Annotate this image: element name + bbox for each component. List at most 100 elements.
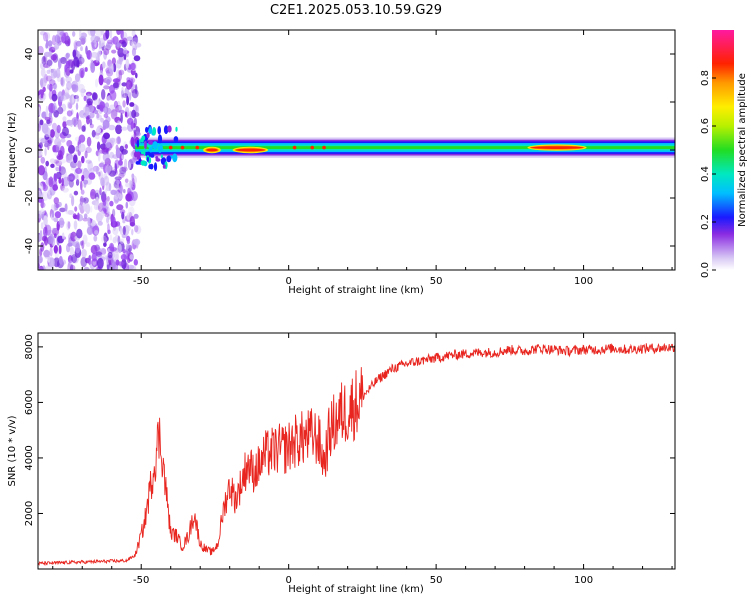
noise-blob xyxy=(47,190,51,195)
noise-blob xyxy=(74,206,78,212)
noise-blob xyxy=(48,257,55,268)
noise-blob xyxy=(47,255,51,263)
noise-blob xyxy=(88,172,96,180)
noise-blob xyxy=(48,67,52,73)
noise-blob xyxy=(100,30,104,36)
noise-blob xyxy=(103,85,110,90)
noise-blob xyxy=(71,60,76,71)
noise-blob xyxy=(86,50,92,60)
noise-blob xyxy=(123,47,128,55)
noise-blob xyxy=(44,32,51,41)
noise-blob xyxy=(84,67,88,72)
noise-blob xyxy=(81,174,85,182)
noise-blob xyxy=(102,119,110,129)
noise-blob xyxy=(54,42,60,50)
figure-title: C2E1.2025.053.10.59.G29 xyxy=(270,3,442,18)
noise-blob xyxy=(91,252,97,262)
noise-blob xyxy=(124,111,128,118)
noise-blob xyxy=(118,159,123,166)
noise-blob xyxy=(49,129,55,138)
peak-dot xyxy=(180,145,185,150)
noise-blob xyxy=(134,225,139,233)
peak-core xyxy=(530,146,584,150)
noise-blob xyxy=(43,51,51,58)
ridge-speckle xyxy=(152,141,158,150)
noise-blob xyxy=(39,209,46,215)
x-tick-label: -50 xyxy=(133,575,149,586)
noise-blob xyxy=(38,146,42,156)
noise-blob xyxy=(81,155,85,164)
noise-blob xyxy=(50,104,54,115)
noise-blob xyxy=(67,262,71,270)
noise-blob xyxy=(132,37,139,44)
noise-blob xyxy=(123,189,126,194)
noise-blob xyxy=(82,217,89,222)
noise-blob xyxy=(41,56,47,65)
noise-blob xyxy=(130,121,134,130)
noise-blob xyxy=(102,152,110,163)
noise-blob xyxy=(112,78,120,83)
noise-blob xyxy=(79,67,85,79)
noise-blob xyxy=(95,128,102,134)
noise-blob xyxy=(64,40,70,45)
snr-plot-area xyxy=(38,342,675,567)
noise-blob xyxy=(115,250,119,259)
noise-blob xyxy=(55,160,63,167)
ridge-speckle xyxy=(148,164,153,170)
noise-blob xyxy=(51,122,58,130)
noise-blob xyxy=(121,82,127,87)
y-tick-label: 0 xyxy=(24,147,35,153)
noise-blob xyxy=(121,90,124,96)
noise-blob xyxy=(45,160,49,167)
noise-blob xyxy=(105,181,111,192)
noise-blob xyxy=(119,169,127,177)
noise-blob xyxy=(97,151,101,162)
noise-blob xyxy=(38,94,45,103)
noise-blob xyxy=(133,131,137,140)
spectrogram-ticks: -50 0 50 100 -40 -20 0 20 40 xyxy=(24,30,675,287)
noise-blob xyxy=(72,49,77,58)
noise-blob xyxy=(58,165,62,172)
noise-blob xyxy=(80,180,83,191)
noise-blob xyxy=(64,203,68,212)
noise-blob xyxy=(122,93,129,99)
noise-blob xyxy=(120,238,125,244)
noise-blob xyxy=(101,235,108,244)
noise-blob xyxy=(81,125,86,132)
noise-blob xyxy=(113,80,120,90)
noise-blob xyxy=(68,144,75,154)
noise-blob xyxy=(41,191,49,201)
snr-ticks: -50 0 50 100 2000 4000 6000 8000 xyxy=(24,333,675,586)
noise-blob xyxy=(95,30,103,38)
noise-blob xyxy=(58,217,65,229)
noise-blob xyxy=(38,197,45,203)
noise-blob xyxy=(107,223,110,234)
noise-region xyxy=(38,30,142,270)
noise-blob xyxy=(109,30,113,39)
noise-blob xyxy=(112,82,120,89)
noise-blob xyxy=(72,213,77,220)
noise-blob xyxy=(68,59,75,67)
noise-blob xyxy=(38,255,43,264)
noise-blob xyxy=(103,132,110,140)
noise-blob xyxy=(125,225,131,232)
noise-blob xyxy=(135,225,142,235)
noise-blob xyxy=(90,34,98,43)
ridge-speckle xyxy=(147,144,152,148)
noise-blob xyxy=(94,109,99,115)
noise-blob xyxy=(106,164,113,175)
noise-blob xyxy=(103,232,108,244)
noise-blob xyxy=(42,32,49,42)
noise-blob xyxy=(92,260,97,266)
noise-blob xyxy=(77,212,80,221)
x-tick-label: 0 xyxy=(285,575,291,586)
noise-blob xyxy=(64,32,69,41)
y-tick-label: -40 xyxy=(24,238,35,254)
noise-blob xyxy=(109,137,116,144)
noise-blob xyxy=(55,166,60,172)
noise-blob xyxy=(41,123,49,134)
noise-blob xyxy=(54,34,61,43)
noise-blob xyxy=(96,55,100,63)
noise-blob xyxy=(107,229,111,235)
noise-blob xyxy=(89,118,93,126)
